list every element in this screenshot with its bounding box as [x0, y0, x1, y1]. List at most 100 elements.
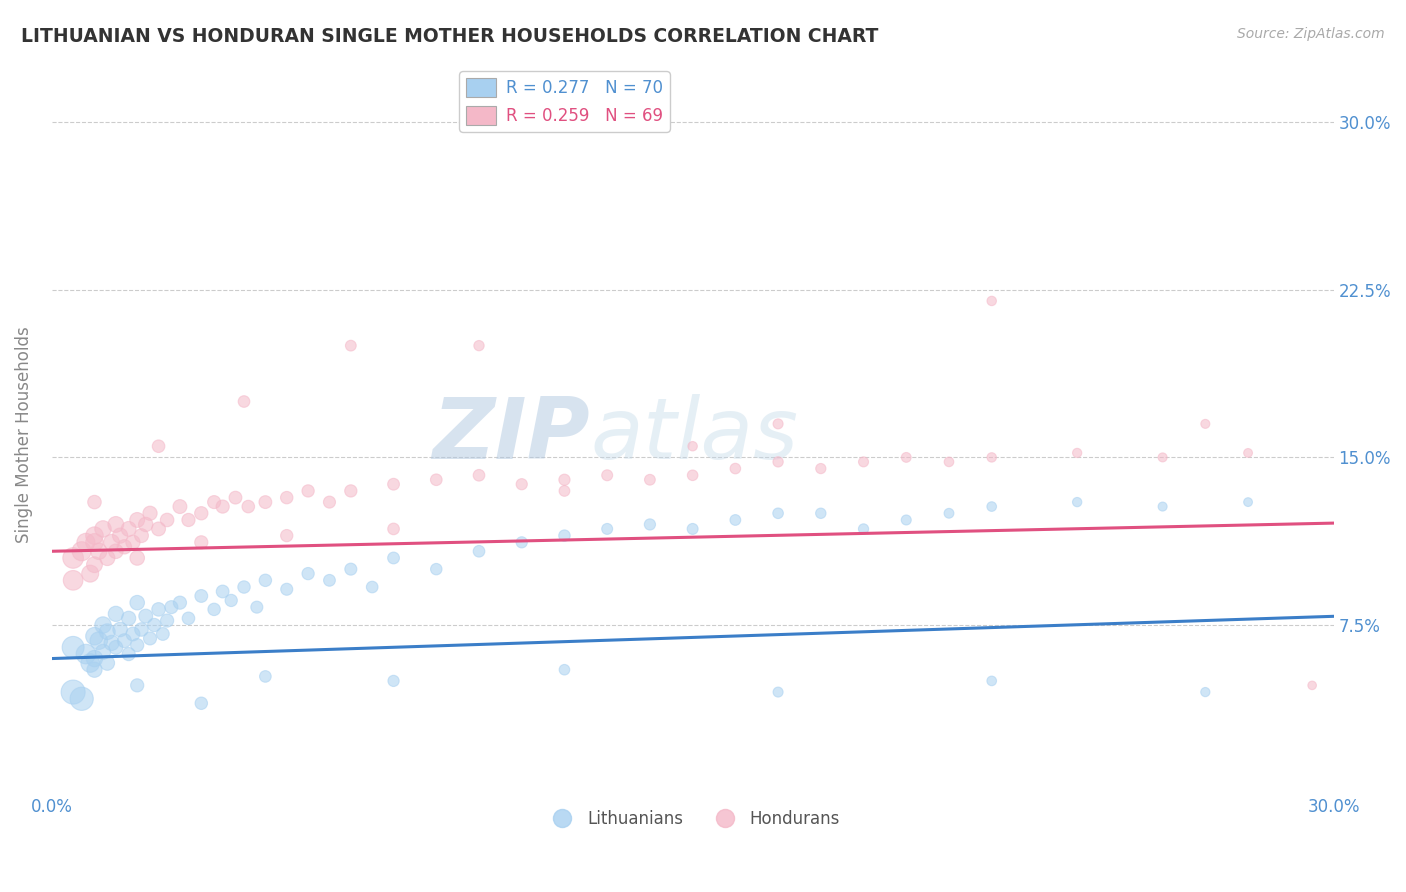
Point: [83, 495, 105, 509]
Point: [276, 528, 298, 542]
Point: [127, 638, 149, 652]
Point: [553, 528, 575, 542]
Point: [238, 500, 260, 514]
Point: [135, 517, 157, 532]
Point: [79, 566, 101, 581]
Point: [938, 506, 960, 520]
Point: [766, 685, 789, 699]
Point: [810, 506, 832, 520]
Point: [980, 673, 1002, 688]
Point: [190, 535, 212, 549]
Point: [224, 491, 246, 505]
Point: [340, 562, 363, 576]
Point: [87, 544, 110, 558]
Point: [83, 629, 105, 643]
Point: [276, 582, 298, 597]
Point: [169, 500, 191, 514]
Point: [254, 669, 277, 683]
Point: [96, 551, 118, 566]
Point: [340, 338, 363, 352]
Point: [382, 522, 405, 536]
Point: [160, 600, 183, 615]
Point: [211, 584, 233, 599]
Point: [468, 544, 491, 558]
Point: [682, 439, 704, 453]
Point: [852, 522, 875, 536]
Point: [70, 691, 93, 706]
Point: [83, 558, 105, 572]
Point: [382, 551, 405, 566]
Point: [896, 513, 918, 527]
Point: [382, 477, 405, 491]
Point: [122, 627, 145, 641]
Point: [79, 656, 101, 670]
Point: [810, 461, 832, 475]
Text: Source: ZipAtlas.com: Source: ZipAtlas.com: [1237, 27, 1385, 41]
Point: [254, 574, 277, 588]
Point: [297, 483, 319, 498]
Point: [553, 483, 575, 498]
Point: [118, 647, 141, 661]
Point: [468, 468, 491, 483]
Point: [202, 602, 225, 616]
Point: [1301, 678, 1323, 692]
Point: [62, 574, 84, 588]
Point: [131, 528, 153, 542]
Point: [190, 696, 212, 710]
Point: [104, 607, 127, 621]
Point: [139, 506, 162, 520]
Point: [122, 535, 145, 549]
Point: [361, 580, 384, 594]
Point: [638, 473, 661, 487]
Point: [104, 640, 127, 655]
Point: [148, 522, 170, 536]
Point: [297, 566, 319, 581]
Point: [75, 647, 97, 661]
Point: [318, 574, 340, 588]
Point: [340, 483, 363, 498]
Point: [682, 468, 704, 483]
Point: [724, 513, 747, 527]
Point: [83, 651, 105, 665]
Point: [127, 596, 149, 610]
Point: [980, 450, 1002, 465]
Point: [83, 528, 105, 542]
Point: [148, 602, 170, 616]
Point: [1237, 446, 1260, 460]
Point: [382, 673, 405, 688]
Point: [75, 535, 97, 549]
Point: [1152, 450, 1174, 465]
Point: [766, 417, 789, 431]
Point: [553, 663, 575, 677]
Point: [108, 623, 131, 637]
Point: [148, 439, 170, 453]
Point: [724, 461, 747, 475]
Point: [980, 293, 1002, 308]
Point: [510, 535, 533, 549]
Point: [766, 506, 789, 520]
Point: [553, 473, 575, 487]
Point: [276, 491, 298, 505]
Point: [425, 562, 447, 576]
Point: [246, 600, 269, 615]
Point: [91, 522, 114, 536]
Point: [425, 473, 447, 487]
Point: [510, 477, 533, 491]
Point: [112, 540, 135, 554]
Point: [104, 517, 127, 532]
Point: [1152, 500, 1174, 514]
Text: LITHUANIAN VS HONDURAN SINGLE MOTHER HOUSEHOLDS CORRELATION CHART: LITHUANIAN VS HONDURAN SINGLE MOTHER HOU…: [21, 27, 879, 45]
Point: [62, 685, 84, 699]
Point: [177, 611, 200, 625]
Point: [108, 528, 131, 542]
Y-axis label: Single Mother Households: Single Mother Households: [15, 326, 32, 543]
Point: [62, 640, 84, 655]
Point: [596, 468, 619, 483]
Point: [96, 624, 118, 639]
Point: [131, 623, 153, 637]
Point: [127, 513, 149, 527]
Point: [1194, 417, 1216, 431]
Point: [127, 551, 149, 566]
Point: [83, 663, 105, 677]
Point: [233, 394, 256, 409]
